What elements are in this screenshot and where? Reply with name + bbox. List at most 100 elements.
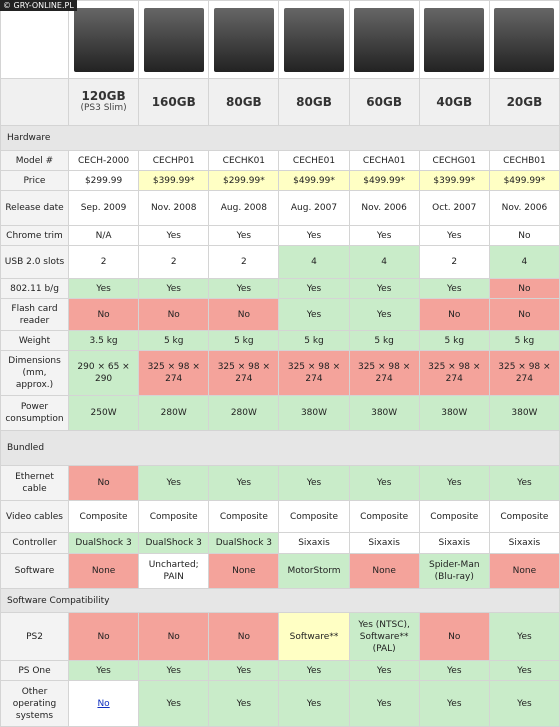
table-cell: Uncharted; PAIN	[138, 553, 210, 589]
table-row	[0, 0, 560, 79]
row-label: Model #	[0, 150, 69, 171]
row-label: Video cables	[0, 500, 69, 533]
capacity: 80GB	[296, 95, 332, 109]
table-cell: Yes	[278, 465, 350, 501]
table-row: Flash card reader No No No Yes Yes No No	[0, 298, 560, 331]
table-cell: 325 × 98 × 274	[138, 350, 210, 396]
table-cell: Yes	[138, 278, 210, 299]
table-cell: No	[67, 680, 140, 727]
table-row: PS One Yes Yes Yes Yes Yes Yes Yes	[0, 660, 560, 681]
table-cell: Yes	[348, 465, 420, 501]
table-cell: DualShock 3	[138, 532, 210, 554]
table-row: Dimensions (mm, approx.) 290 × 65 × 290 32…	[0, 350, 560, 396]
product-image	[494, 7, 555, 72]
table-cell: Aug. 2007	[278, 190, 350, 226]
table-cell: No	[67, 298, 140, 331]
table-cell: Yes	[488, 612, 560, 661]
row-label: Price	[0, 170, 69, 191]
table-cell: Composite	[67, 500, 140, 533]
row-label: PS One	[0, 660, 69, 681]
capacity-cell: 160GB	[138, 78, 210, 126]
table-cell: None	[348, 553, 420, 589]
blank-cell	[0, 0, 69, 79]
capacity: 120GB	[81, 89, 126, 103]
table-cell: 4	[488, 245, 560, 279]
table-cell: 325 × 98 × 274	[488, 350, 560, 396]
table-row: Software None Uncharted; PAIN None MotorStor…	[0, 553, 560, 589]
table-row: Software Compatibility	[0, 588, 560, 613]
table-cell: 380W	[348, 395, 420, 431]
table-cell: CECHA01	[348, 150, 420, 171]
capacity-cell: 80GB	[278, 78, 350, 126]
row-label: PS2	[0, 612, 69, 661]
product-image-cell	[488, 0, 560, 79]
table-row: Weight 3.5 kg 5 kg 5 kg 5 kg 5 kg 5 kg 5 kg	[0, 330, 560, 351]
capacity: 60GB	[366, 95, 402, 109]
row-label: USB 2.0 slots	[0, 245, 69, 279]
table-cell: Yes	[138, 465, 210, 501]
table-row: Ethernet cable No Yes Yes Yes Yes Yes Yes	[0, 465, 560, 501]
table-cell: 5 kg	[138, 330, 210, 351]
table-row: Hardware	[0, 125, 560, 151]
table-cell: Sixaxis	[488, 532, 560, 554]
table-cell: 325 × 98 × 274	[348, 350, 420, 396]
table-row: Chrome trim N/A Yes Yes Yes Yes Yes No	[0, 225, 560, 246]
table-cell: 5 kg	[418, 330, 490, 351]
table-cell: Yes (NTSC), Software** (PAL)	[348, 612, 420, 661]
product-image	[73, 7, 134, 72]
table-cell: No	[138, 612, 210, 661]
table-cell: Yes	[278, 298, 350, 331]
product-image	[424, 7, 485, 72]
table-cell: Sixaxis	[278, 532, 350, 554]
table-cell: Composite	[278, 500, 350, 533]
table-cell: 5 kg	[278, 330, 350, 351]
table-cell: Composite	[138, 500, 210, 533]
section-header: Bundled	[0, 430, 560, 466]
table-cell: $299.99	[67, 170, 140, 191]
row-label: Controller	[0, 532, 69, 554]
table-cell: 3.5 kg	[67, 330, 140, 351]
table-cell: Yes	[278, 660, 350, 681]
table-cell: Yes	[138, 660, 210, 681]
table-cell: 325 × 98 × 274	[418, 350, 490, 396]
table-cell: No	[67, 612, 140, 661]
row-label: Release date	[0, 190, 69, 226]
table-cell: MotorStorm	[278, 553, 350, 589]
table-cell: Spider-Man (Blu-ray)	[418, 553, 490, 589]
table-cell: 5 kg	[208, 330, 280, 351]
table-cell: Yes	[278, 225, 350, 246]
link[interactable]: No	[97, 698, 110, 709]
capacity-cell: 80GB	[208, 78, 280, 126]
table-cell: Nov. 2006	[348, 190, 420, 226]
table-cell: Yes	[418, 225, 490, 246]
table-cell: 280W	[138, 395, 210, 431]
table-row: Release date Sep. 2009 Nov. 2008 Aug. 2008 A…	[0, 190, 560, 226]
table-cell: Yes	[488, 465, 560, 501]
table-cell: $499.99*	[278, 170, 350, 191]
table-cell: No	[418, 612, 490, 661]
blank-cell	[0, 78, 69, 126]
table-row: Price $299.99 $399.99* $299.99* $499.99* $499…	[0, 170, 560, 191]
table-cell: $299.99*	[208, 170, 280, 191]
table-cell: No	[488, 298, 560, 331]
product-image-cell	[138, 0, 210, 79]
section-header: Software Compatibility	[0, 588, 560, 613]
table-cell: Yes	[488, 660, 560, 681]
table-cell: 380W	[488, 395, 560, 431]
watermark: © GRY-ONLINE.PL	[0, 0, 77, 11]
table-cell: Software**	[278, 612, 350, 661]
table-cell: No	[488, 278, 560, 299]
product-image	[354, 7, 415, 72]
table-cell: Yes	[488, 680, 560, 727]
table-cell: DualShock 3	[67, 532, 140, 554]
table-cell: Nov. 2006	[488, 190, 560, 226]
table-cell: No	[418, 298, 490, 331]
table-cell: 2	[418, 245, 490, 279]
table-row: PS2 No No No Software** Yes (NTSC), Software*…	[0, 612, 560, 661]
capacity-cell: 60GB	[348, 78, 420, 126]
table-cell: Yes	[348, 225, 420, 246]
table-cell: Yes	[208, 660, 280, 681]
table-cell: Yes	[278, 278, 350, 299]
product-image-cell	[278, 0, 350, 79]
